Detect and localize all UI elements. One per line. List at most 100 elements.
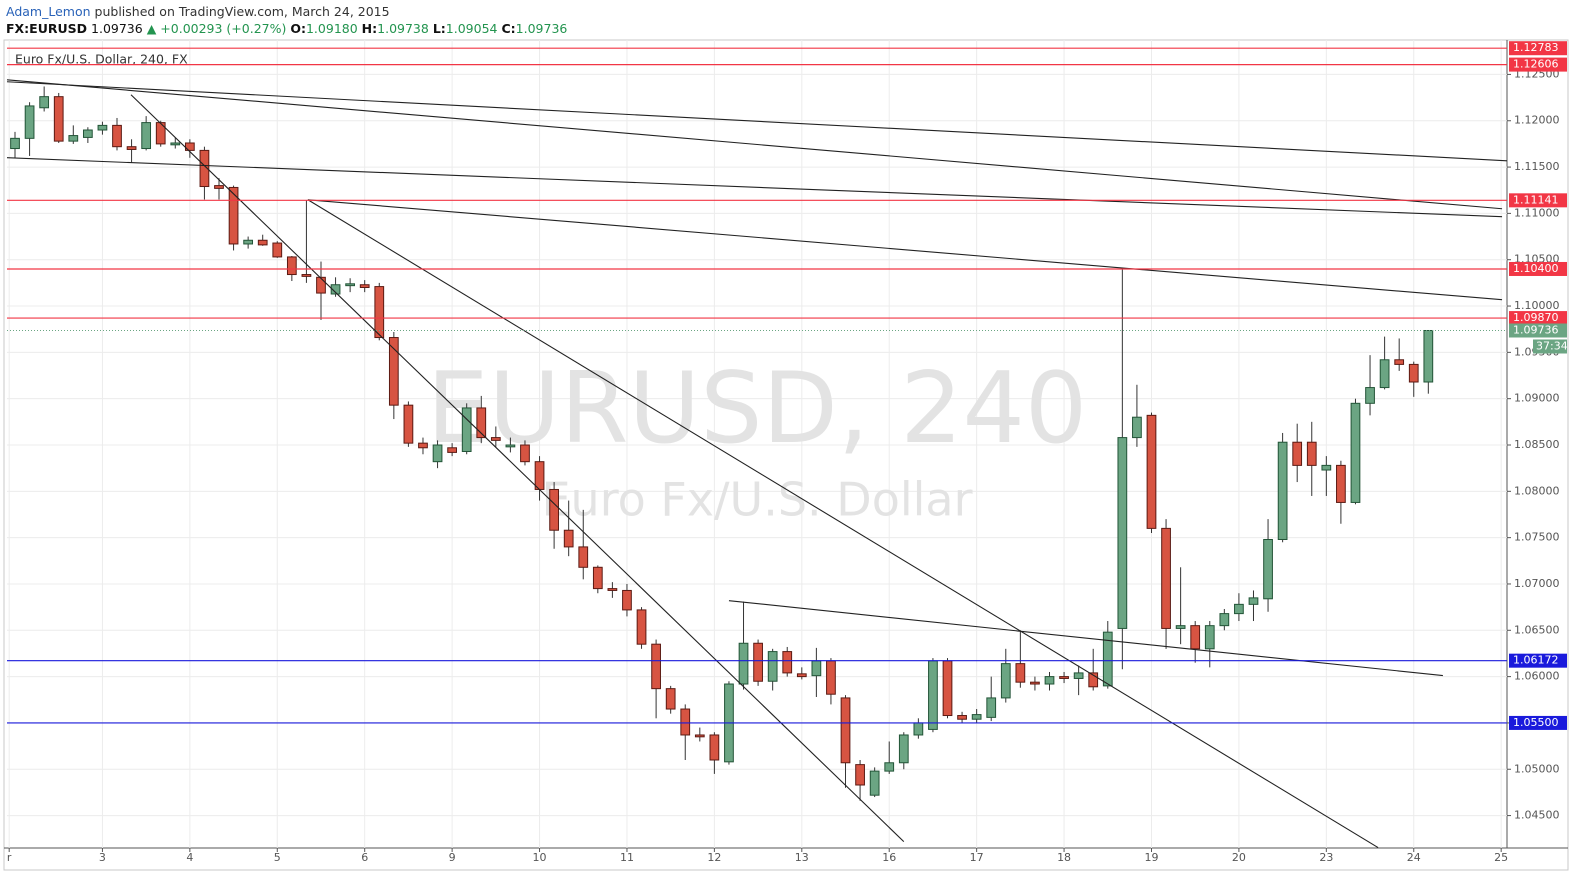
candle-body xyxy=(1365,387,1375,404)
x-tick-label: 25 xyxy=(1494,851,1508,864)
candle-body xyxy=(898,734,909,764)
x-tick-label: 4 xyxy=(186,851,193,864)
candle-body xyxy=(447,447,457,453)
candle-body xyxy=(957,715,967,720)
candle-body xyxy=(1277,441,1288,540)
candle-body xyxy=(1015,663,1026,683)
countdown: 37:34 xyxy=(1536,339,1568,352)
candle-body xyxy=(753,642,763,682)
candle-body xyxy=(782,651,793,674)
y-tick-label: 1.07000 xyxy=(1514,577,1560,590)
trend-line xyxy=(6,157,1503,218)
candle-body xyxy=(811,660,822,677)
candle-body xyxy=(345,283,355,287)
candle-body xyxy=(1117,437,1128,629)
candle-body xyxy=(1161,527,1171,629)
candle-body xyxy=(490,437,501,441)
x-tick-label: 17 xyxy=(970,851,984,864)
candle-body xyxy=(1350,402,1361,503)
frame xyxy=(3,39,1569,871)
level-tag xyxy=(1509,261,1567,276)
candle-body xyxy=(738,642,749,685)
level-label: 1.12606 xyxy=(1513,58,1559,71)
author[interactable]: Adam_Lemon xyxy=(6,4,91,19)
level-label: 1.05500 xyxy=(1513,716,1559,729)
candle-body xyxy=(1000,663,1011,699)
ohlc-label: O: xyxy=(290,21,306,36)
candle-body xyxy=(1059,676,1069,679)
y-tick-label: 1.04500 xyxy=(1514,809,1560,822)
candle-body xyxy=(636,609,647,645)
watermark-subtitle: Euro Fx/U.S. Dollar xyxy=(541,473,972,527)
x-tick-label: 6 xyxy=(361,851,368,864)
candle-body xyxy=(709,734,720,761)
level-tag xyxy=(1509,653,1567,668)
change: ▲ +0.00293 (+0.27%) xyxy=(146,21,287,36)
candle-body xyxy=(884,762,895,772)
x-tick-label: 12 xyxy=(707,851,721,864)
level-label: 1.10400 xyxy=(1513,262,1559,275)
y-tick-label: 1.08000 xyxy=(1514,484,1560,497)
candle-body xyxy=(651,643,661,690)
candle-body xyxy=(170,142,181,146)
last: 1.09736 xyxy=(91,21,143,36)
candle-body xyxy=(1306,441,1317,466)
level-tag xyxy=(1509,193,1567,208)
candle-body xyxy=(1321,464,1332,471)
candle-body xyxy=(1408,363,1419,383)
candle-body xyxy=(869,770,880,796)
x-tick-label: 24 xyxy=(1407,851,1421,864)
candle-body xyxy=(82,129,93,138)
candle-body xyxy=(388,337,399,406)
candle-body xyxy=(840,697,851,764)
candle-body xyxy=(214,185,224,189)
y-tick-label: 1.07500 xyxy=(1514,531,1560,544)
candle-body xyxy=(97,124,108,131)
y-tick-label: 1.08500 xyxy=(1514,438,1560,451)
candle-body xyxy=(680,708,691,736)
level-label: 1.09870 xyxy=(1513,311,1559,324)
candle-body xyxy=(1146,414,1157,529)
y-tick-label: 1.11000 xyxy=(1514,206,1560,219)
candle-body xyxy=(796,673,807,678)
candle-body xyxy=(1073,672,1084,679)
watermark: EURUSD, 240 xyxy=(427,352,1088,466)
x-tick-label: 11 xyxy=(620,851,634,864)
candle-body xyxy=(1175,625,1186,629)
candle-body xyxy=(1190,625,1201,650)
candle-body xyxy=(476,407,487,439)
candle-body xyxy=(1394,359,1405,365)
candle-body xyxy=(1248,597,1259,605)
x-tick-label: 16 xyxy=(882,851,896,864)
x-tick-label: 5 xyxy=(274,851,281,864)
candle-body xyxy=(1234,603,1244,615)
candle-body xyxy=(694,734,705,738)
candle-body xyxy=(928,660,938,730)
legend: Euro Fx/U.S. Dollar, 240, FX xyxy=(15,52,188,67)
candle-body xyxy=(942,660,953,717)
candle-body xyxy=(607,588,618,591)
trend-line xyxy=(130,94,905,843)
ohlc-value: 1.09180 xyxy=(305,21,358,36)
candle-body xyxy=(1336,464,1346,503)
y-tick-label: 1.10000 xyxy=(1514,299,1560,312)
trend-line xyxy=(307,199,1503,301)
x-tick-label: 18 xyxy=(1057,851,1071,864)
candle-body xyxy=(1088,672,1099,688)
x-tick-label: 9 xyxy=(449,851,456,864)
candle-body xyxy=(359,284,370,289)
symbol: FX:EURUSD xyxy=(6,21,88,36)
candle-body xyxy=(301,274,312,277)
candle-body xyxy=(1423,329,1434,383)
level-label: 1.11141 xyxy=(1513,193,1559,206)
candle-body xyxy=(68,135,79,142)
candle-body xyxy=(1263,538,1273,600)
y-tick-label: 1.05000 xyxy=(1514,762,1560,775)
ohlc-value: 1.09738 xyxy=(377,21,429,36)
candle-body xyxy=(403,404,414,444)
candle-body xyxy=(199,149,210,188)
x-tick-label: 20 xyxy=(1232,851,1246,864)
level-tag xyxy=(1509,715,1567,730)
